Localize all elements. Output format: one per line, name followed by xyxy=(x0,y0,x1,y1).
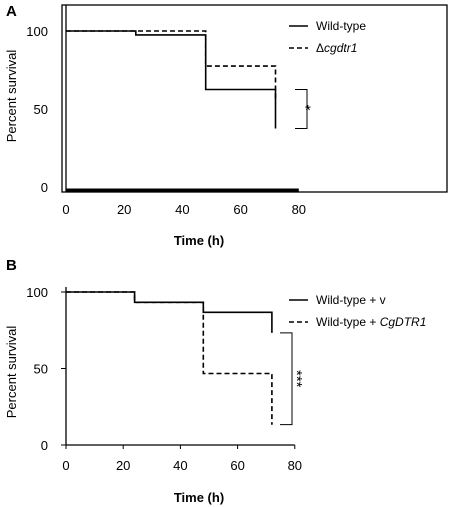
x-tick-label: 80 xyxy=(288,458,302,473)
x-tick-label: 60 xyxy=(233,202,247,217)
significance-marker: *** xyxy=(288,370,305,388)
x-axis-title: Time (h) xyxy=(174,233,224,248)
significance-bracket xyxy=(280,332,293,426)
series-line-1 xyxy=(66,30,277,129)
x-tick-label: 20 xyxy=(116,458,130,473)
y-tick-label: 50 xyxy=(34,362,48,377)
x-tick-label: 60 xyxy=(230,458,244,473)
significance-bracket xyxy=(295,89,308,129)
x-tick-label: 0 xyxy=(62,202,69,217)
y-tick-label: 100 xyxy=(26,24,48,39)
x-tick-label: 40 xyxy=(173,458,187,473)
x-tick-label: 80 xyxy=(292,202,306,217)
y-tick-label: 0 xyxy=(41,438,48,453)
panel-letter: B xyxy=(6,257,17,274)
x-tick-label: 40 xyxy=(175,202,189,217)
x-tick-label: 20 xyxy=(117,202,131,217)
y-axis-title: Percent survival xyxy=(4,50,19,143)
y-tick-label: 50 xyxy=(34,102,48,117)
plot-frame xyxy=(61,4,448,193)
legend-label: Wild-type + CgDTR1 xyxy=(316,315,426,329)
panel-a: A 0 50 100 0 20 40 60 80 Time (h) Percent survival… xyxy=(4,3,448,248)
legend-label: Δcgdtr1 xyxy=(316,41,357,55)
y-axis-title: Percent survival xyxy=(4,326,19,419)
series-line-2 xyxy=(66,291,273,425)
y-tick-label: 0 xyxy=(41,180,48,195)
x-axis-title: Time (h) xyxy=(174,490,224,505)
series-line-1 xyxy=(66,291,273,333)
panel-b: B 0 50 100 0 20 40 60 80 Time (h) Percent survival… xyxy=(4,257,426,505)
series-line-2 xyxy=(66,30,277,102)
significance-marker: * xyxy=(305,102,311,119)
legend-label: Wild-type + v xyxy=(316,293,386,307)
x-tick-label: 0 xyxy=(62,458,69,473)
panel-letter: A xyxy=(6,3,17,20)
legend-label: Wild-type xyxy=(316,19,366,33)
y-tick-label: 100 xyxy=(26,285,48,300)
